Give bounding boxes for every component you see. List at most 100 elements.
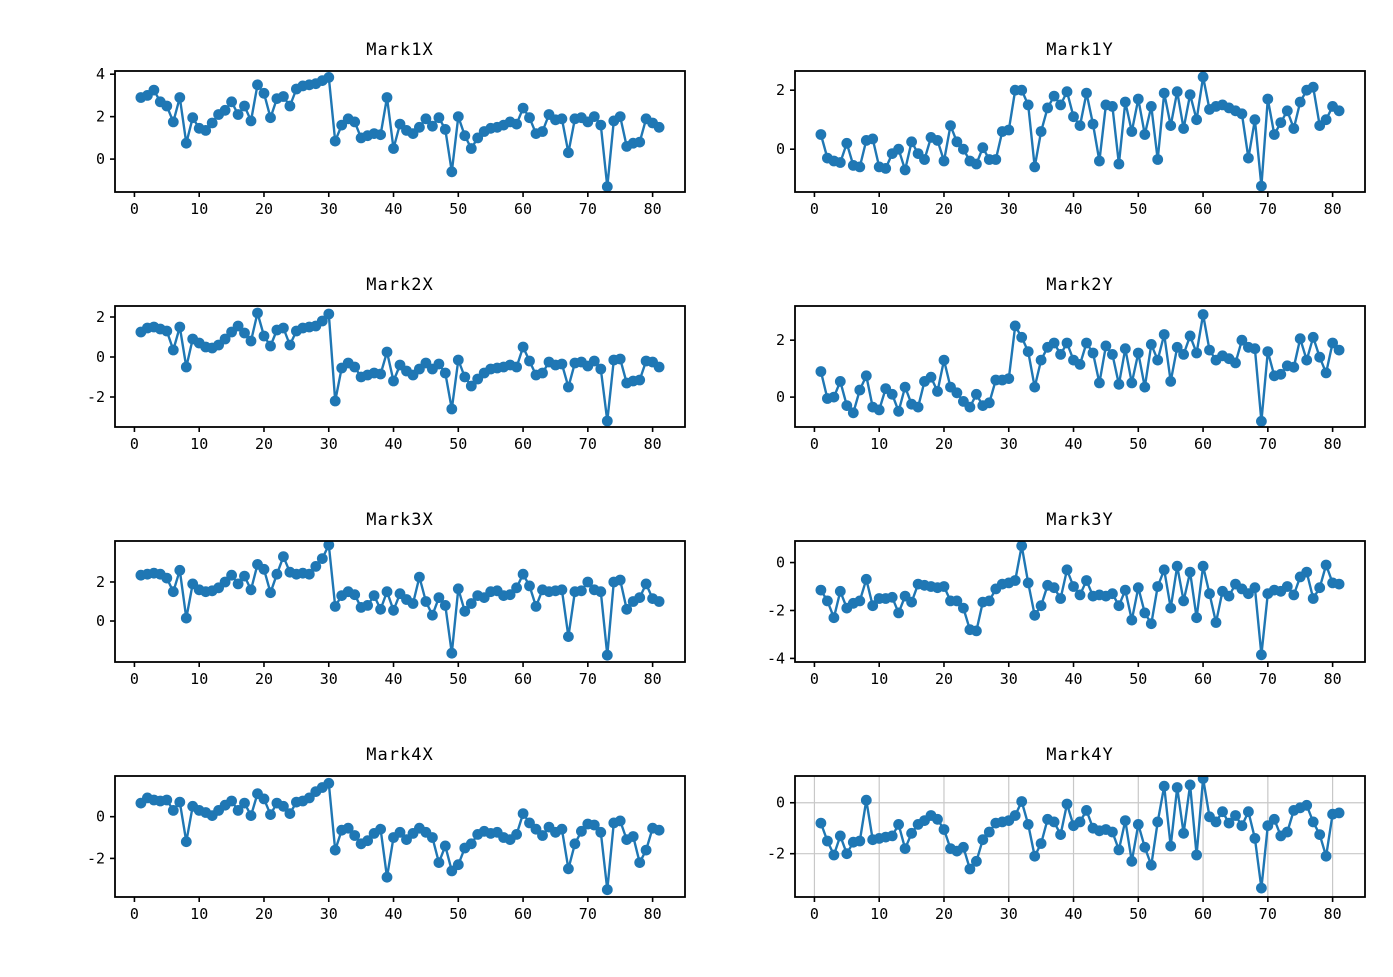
svg-text:0: 0 (810, 435, 819, 453)
svg-text:50: 50 (449, 435, 467, 453)
chart-title-mark1x: Mark1X (366, 40, 434, 60)
plot-area-mark1x: 0 10 20 30 40 50 60 70 80 0 2 4 (96, 66, 686, 218)
svg-text:-2: -2 (87, 388, 105, 406)
svg-text:10: 10 (870, 670, 888, 688)
svg-text:60: 60 (514, 435, 532, 453)
svg-text:10: 10 (870, 200, 888, 218)
svg-text:2: 2 (96, 573, 105, 591)
svg-text:30: 30 (1000, 905, 1018, 923)
svg-text:0: 0 (130, 200, 139, 218)
svg-text:40: 40 (384, 435, 402, 453)
chart-title-mark1y: Mark1Y (1046, 40, 1114, 60)
plot-area-mark4y: 0 10 20 30 40 50 60 70 80 -2 0 (767, 775, 1366, 923)
svg-text:40: 40 (1064, 905, 1082, 923)
svg-text:2: 2 (776, 331, 785, 349)
svg-text:0: 0 (130, 435, 139, 453)
svg-text:10: 10 (870, 905, 888, 923)
svg-text:-4: -4 (767, 649, 785, 667)
svg-text:60: 60 (1194, 670, 1212, 688)
svg-text:50: 50 (1129, 905, 1147, 923)
svg-text:80: 80 (1324, 200, 1342, 218)
svg-text:20: 20 (935, 905, 953, 923)
svg-text:0: 0 (776, 794, 785, 812)
svg-text:-2: -2 (87, 849, 105, 867)
svg-text:0: 0 (776, 388, 785, 406)
svg-text:80: 80 (1324, 435, 1342, 453)
svg-text:50: 50 (449, 905, 467, 923)
svg-text:20: 20 (935, 435, 953, 453)
plot-area-mark2x: 0 10 20 30 40 50 60 70 80 -2 0 2 (87, 305, 686, 453)
svg-text:60: 60 (1194, 905, 1212, 923)
svg-text:40: 40 (384, 200, 402, 218)
svg-text:70: 70 (1259, 670, 1277, 688)
svg-text:0: 0 (96, 808, 105, 826)
svg-text:70: 70 (579, 905, 597, 923)
chart-title-mark3x: Mark3X (366, 510, 434, 530)
svg-text:80: 80 (644, 905, 662, 923)
svg-text:4: 4 (96, 66, 105, 83)
svg-text:50: 50 (449, 200, 467, 218)
svg-text:10: 10 (190, 200, 208, 218)
svg-text:30: 30 (1000, 200, 1018, 218)
svg-text:70: 70 (1259, 905, 1277, 923)
svg-text:40: 40 (1064, 670, 1082, 688)
svg-text:80: 80 (644, 435, 662, 453)
svg-text:0: 0 (130, 905, 139, 923)
svg-text:50: 50 (449, 670, 467, 688)
chart-title-mark2y: Mark2Y (1046, 275, 1114, 295)
svg-text:0: 0 (810, 200, 819, 218)
chart-title-mark4x: Mark4X (366, 745, 434, 765)
svg-text:60: 60 (514, 200, 532, 218)
plot-area-mark4x: 0 10 20 30 40 50 60 70 80 -2 0 (87, 775, 686, 923)
svg-text:20: 20 (935, 670, 953, 688)
svg-text:60: 60 (514, 905, 532, 923)
svg-text:-2: -2 (767, 601, 785, 619)
svg-text:60: 60 (1194, 435, 1212, 453)
plot-area-mark2y: 0 10 20 30 40 50 60 70 80 0 2 (776, 305, 1366, 453)
svg-text:60: 60 (1194, 200, 1212, 218)
svg-text:30: 30 (320, 670, 338, 688)
svg-text:30: 30 (1000, 435, 1018, 453)
svg-text:0: 0 (810, 905, 819, 923)
chart-title-mark2x: Mark2X (366, 275, 434, 295)
svg-text:30: 30 (320, 200, 338, 218)
svg-text:-2: -2 (767, 845, 785, 863)
svg-text:10: 10 (870, 435, 888, 453)
svg-text:50: 50 (1129, 435, 1147, 453)
svg-text:0: 0 (776, 140, 785, 158)
svg-text:40: 40 (1064, 200, 1082, 218)
svg-text:40: 40 (384, 670, 402, 688)
chart-title-mark3y: Mark3Y (1046, 510, 1114, 530)
svg-text:2: 2 (776, 81, 785, 99)
svg-text:50: 50 (1129, 670, 1147, 688)
svg-text:80: 80 (1324, 905, 1342, 923)
chart-title-mark4y: Mark4Y (1046, 745, 1114, 765)
svg-text:30: 30 (320, 435, 338, 453)
svg-text:30: 30 (1000, 670, 1018, 688)
svg-text:80: 80 (1324, 670, 1342, 688)
svg-text:70: 70 (579, 435, 597, 453)
svg-text:80: 80 (644, 670, 662, 688)
svg-text:0: 0 (130, 670, 139, 688)
svg-text:0: 0 (810, 670, 819, 688)
svg-text:0: 0 (96, 612, 105, 630)
svg-text:70: 70 (1259, 200, 1277, 218)
svg-text:20: 20 (255, 905, 273, 923)
svg-text:70: 70 (579, 200, 597, 218)
svg-text:2: 2 (96, 308, 105, 326)
svg-text:0: 0 (96, 150, 105, 168)
svg-text:70: 70 (579, 670, 597, 688)
plot-area-mark1y: 0 10 20 30 40 50 60 70 80 0 2 (776, 70, 1366, 218)
svg-text:10: 10 (190, 435, 208, 453)
svg-text:80: 80 (644, 200, 662, 218)
svg-text:10: 10 (190, 905, 208, 923)
svg-text:10: 10 (190, 670, 208, 688)
svg-text:0: 0 (776, 554, 785, 572)
svg-text:0: 0 (96, 348, 105, 366)
svg-text:20: 20 (255, 670, 273, 688)
svg-text:60: 60 (514, 670, 532, 688)
svg-text:20: 20 (255, 435, 273, 453)
plot-area-mark3x: 0 10 20 30 40 50 60 70 80 0 2 (96, 540, 686, 688)
svg-text:40: 40 (384, 905, 402, 923)
